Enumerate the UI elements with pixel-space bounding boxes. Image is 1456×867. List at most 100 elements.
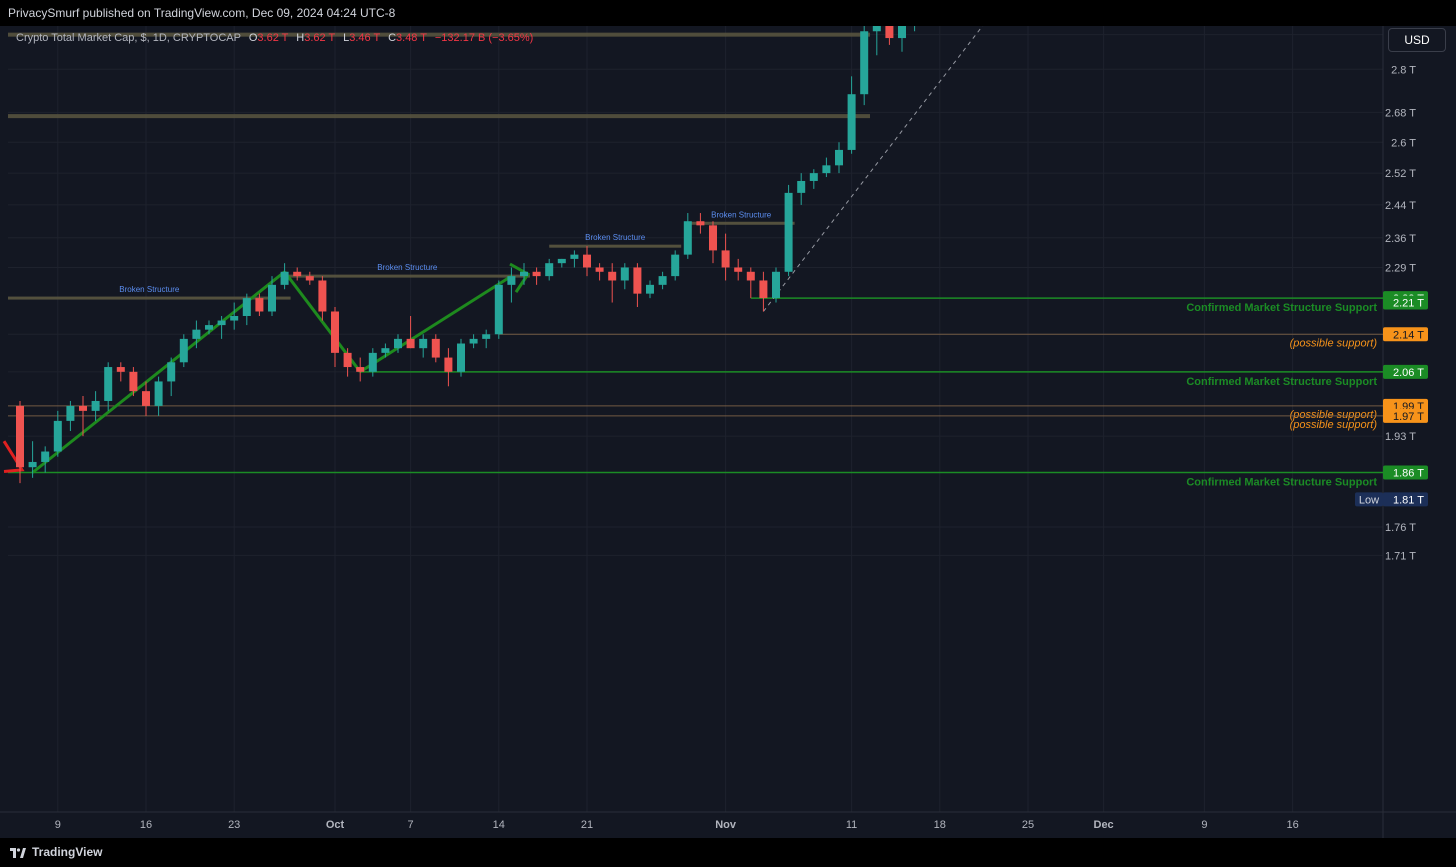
broken-structure-label: Broken Structure — [119, 285, 180, 294]
low-price-tag: 1.81 T — [1393, 494, 1424, 506]
open-key: O — [248, 32, 258, 44]
broken-structure-line — [8, 296, 291, 300]
confirmed-support-label: Confirmed Market Structure Support — [1186, 376, 1377, 388]
candle-body-down — [16, 405, 24, 468]
candle-body-down — [129, 371, 138, 392]
broken-structure-line — [284, 274, 530, 278]
candle-body-up — [205, 325, 213, 330]
candle-body-down — [255, 298, 264, 312]
candle-body-up — [104, 367, 113, 401]
y-tick-label: 2.68 T — [1385, 107, 1416, 119]
candle-body-up — [192, 329, 201, 339]
candle-body-up — [835, 149, 843, 166]
candle-body-down — [709, 225, 717, 251]
candle-body-down — [608, 271, 617, 281]
candle-body-up — [570, 254, 579, 259]
candle-body-up — [545, 263, 554, 277]
candle-body-up — [860, 31, 869, 95]
y-tick-label: 1.71 T — [1385, 550, 1416, 562]
extra-price-tag-bg — [1383, 295, 1428, 310]
candle-body-up — [368, 352, 377, 372]
possible-support-price-tag: 2.14 T — [1393, 329, 1424, 341]
support-price-tag: 2.06 T — [1393, 367, 1424, 379]
candle-body-up — [494, 284, 503, 335]
candle-body-down — [356, 367, 365, 372]
change-value: −132.17 B (−3.65%) — [434, 32, 534, 44]
candle-body-down — [444, 357, 453, 372]
possible-support-label: (possible support) — [1290, 409, 1378, 421]
x-tick-label: 18 — [934, 819, 946, 831]
candle-body-down — [759, 280, 768, 299]
x-tick-label: Dec — [1094, 819, 1114, 831]
candle-body-up — [230, 316, 239, 321]
close-value: 3.48 T — [396, 32, 427, 44]
candle-body-up — [898, 26, 906, 39]
support-price-tag-bg — [1383, 465, 1428, 480]
x-tick-label: 14 — [493, 819, 505, 831]
price-chart[interactable]: 91623Oct71421Nov111825Dec9163.8 T3.6 T3.… — [0, 26, 1456, 838]
candle-body-down — [885, 26, 894, 39]
candle-body-down — [734, 267, 743, 272]
candle-body-up — [822, 165, 831, 174]
low-price-tag-bg — [1383, 492, 1428, 507]
y-tick-label: 2.36 T — [1385, 233, 1416, 245]
x-tick-label: 7 — [408, 819, 414, 831]
low-value: 3.46 T — [349, 32, 380, 44]
candle-body-up — [381, 348, 390, 353]
candle-body-up — [167, 362, 176, 382]
candle-body-down — [79, 405, 87, 411]
symbol-name: Crypto Total Market Cap, $, 1D, CRYPTOCA… — [16, 32, 241, 44]
candle-body-up — [41, 451, 50, 462]
confirmed-support-label: Confirmed Market Structure Support — [1186, 477, 1377, 489]
resistance-zone — [8, 32, 870, 37]
x-tick-label: 16 — [1286, 819, 1298, 831]
candle-body-up — [784, 192, 793, 272]
resistance-zone — [8, 114, 870, 119]
candle-body-up — [268, 284, 276, 312]
candle-body-up — [457, 343, 465, 372]
y-tick-label: 2.8 T — [1391, 64, 1416, 76]
low-key: L — [343, 32, 350, 44]
candle-body-down — [633, 267, 642, 294]
high-key: H — [296, 32, 305, 44]
candle-body-up — [419, 338, 428, 349]
red-arrow — [2, 440, 25, 473]
candle-body-down — [318, 280, 327, 312]
possible-support-label: (possible support) — [1290, 419, 1378, 431]
candle-body-up — [620, 267, 629, 281]
x-tick-label: 11 — [846, 819, 857, 831]
x-tick-label: 23 — [228, 819, 240, 831]
x-tick-label: 21 — [581, 819, 593, 831]
low-label-bg — [1355, 492, 1383, 507]
candle-body-up — [66, 405, 75, 421]
candle-body-down — [532, 271, 541, 277]
candle-body-up — [280, 271, 289, 285]
candle-body-down — [595, 267, 604, 272]
candle-body-down — [331, 311, 339, 353]
currency-button[interactable]: USD — [1388, 28, 1446, 52]
extra-price-tag: 2.21 T — [1393, 298, 1424, 310]
x-tick-label: 16 — [140, 819, 152, 831]
candle-body-up — [797, 180, 806, 193]
candle-body-up — [469, 338, 478, 344]
low-label: Low — [1359, 494, 1379, 506]
x-tick-label: Nov — [715, 819, 737, 831]
tradingview-logo[interactable]: TradingView — [10, 838, 102, 867]
broken-structure-label: Broken Structure — [711, 210, 772, 219]
candle-body-up — [557, 258, 566, 264]
high-value: 3.62 T — [304, 32, 336, 44]
x-tick-label: 9 — [1201, 819, 1207, 831]
open-value: 3.62 T — [257, 32, 289, 44]
y-tick-label: 1.93 T — [1385, 431, 1416, 443]
publisher-header: PrivacySmurf published on TradingView.co… — [0, 0, 1456, 26]
candle-body-down — [142, 391, 150, 406]
broken-structure-line — [549, 244, 682, 248]
candle-body-down — [293, 271, 302, 277]
candle-body-up — [154, 381, 163, 406]
y-tick-label: 2.52 T — [1385, 168, 1416, 180]
tradingview-logo-icon — [10, 847, 26, 858]
published-text: PrivacySmurf published on TradingView.co… — [8, 6, 396, 20]
x-tick-label: Oct — [326, 819, 345, 831]
symbol-legend: Crypto Total Market Cap, $, 1D, CRYPTOCA… — [16, 32, 533, 44]
